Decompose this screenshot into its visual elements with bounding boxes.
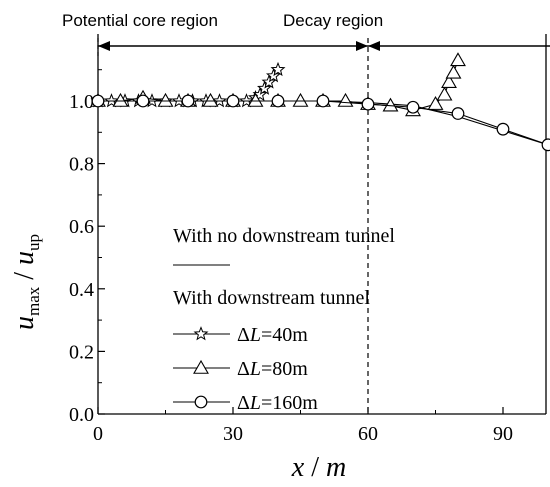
decay-region-label: Decay region bbox=[283, 11, 383, 30]
legend-marker-triangle bbox=[193, 359, 209, 374]
data-point-triangle bbox=[292, 92, 309, 107]
legend-header-with-tunnel: With downstream tunnel bbox=[173, 287, 370, 309]
data-point-triangle bbox=[427, 96, 444, 110]
data-point-star bbox=[239, 93, 254, 108]
data-point-circle bbox=[91, 94, 105, 108]
data-point-circle bbox=[181, 94, 195, 108]
data-point-triangle bbox=[337, 92, 354, 107]
data-point-circle bbox=[406, 100, 420, 114]
y-axis-label: umax / uup bbox=[9, 234, 43, 330]
data-point-triangle bbox=[247, 92, 264, 107]
series-line bbox=[98, 100, 550, 147]
y-tick-label: 0.0 bbox=[69, 404, 94, 426]
data-point-star bbox=[266, 68, 281, 83]
series-circle bbox=[91, 94, 550, 152]
legend-header-no-tunnel: With no downstream tunnel bbox=[173, 225, 395, 247]
core-region-arrowhead-left bbox=[98, 41, 110, 51]
data-point-triangle bbox=[441, 74, 457, 89]
data-point-triangle bbox=[450, 52, 466, 67]
data-point-circle bbox=[271, 94, 285, 108]
data-point-star bbox=[252, 86, 268, 102]
data-point-star bbox=[257, 80, 272, 95]
data-point-triangle bbox=[157, 92, 174, 107]
x-tick-label: 60 bbox=[358, 423, 378, 445]
y-tick-label: 1.0 bbox=[69, 91, 94, 113]
axes: 03060901201501800.00.20.40.60.81.0 bbox=[69, 34, 547, 445]
data-point-triangle bbox=[382, 97, 399, 112]
legend-marker-circle bbox=[194, 395, 208, 409]
data-point-triangle bbox=[202, 92, 219, 107]
data-point-star bbox=[212, 93, 227, 108]
data-point-circle bbox=[361, 97, 375, 111]
plot-area bbox=[90, 52, 550, 152]
legend-label-circle: ΔL=160m bbox=[237, 392, 318, 414]
data-point-circle bbox=[541, 138, 550, 152]
y-tick-label: 0.2 bbox=[69, 341, 94, 363]
data-point-star bbox=[104, 93, 119, 108]
y-tick-label: 0.6 bbox=[69, 216, 94, 238]
data-point-circle bbox=[496, 122, 510, 136]
data-point-star bbox=[261, 74, 277, 89]
core-region-label: Potential core region bbox=[62, 11, 218, 30]
decay-region-arrowhead-left bbox=[368, 41, 380, 51]
data-point-triangle bbox=[112, 92, 129, 107]
x-axis-label: x / m bbox=[291, 452, 346, 483]
data-point-circle bbox=[226, 94, 240, 108]
data-point-circle bbox=[316, 94, 330, 108]
legend-label-triangle: ΔL=80m bbox=[237, 358, 308, 380]
data-point-triangle bbox=[436, 86, 453, 101]
core-region-arrowhead-right bbox=[356, 41, 368, 51]
x-tick-label: 90 bbox=[493, 423, 513, 445]
legend-label-star: ΔL=40m bbox=[237, 324, 308, 346]
legend: With no downstream tunnel With downstream… bbox=[173, 225, 395, 414]
y-tick-label: 0.8 bbox=[69, 154, 94, 176]
data-point-circle bbox=[136, 94, 150, 108]
x-tick-label: 0 bbox=[93, 423, 103, 445]
data-point-circle bbox=[451, 107, 465, 120]
data-point-star bbox=[270, 61, 286, 77]
data-point-triangle bbox=[445, 64, 462, 79]
legend-marker-star bbox=[193, 326, 209, 341]
x-tick-label: 30 bbox=[223, 423, 243, 445]
y-tick-label: 0.4 bbox=[69, 279, 94, 301]
regions-annotation: Potential core region Decay region bbox=[62, 11, 550, 414]
